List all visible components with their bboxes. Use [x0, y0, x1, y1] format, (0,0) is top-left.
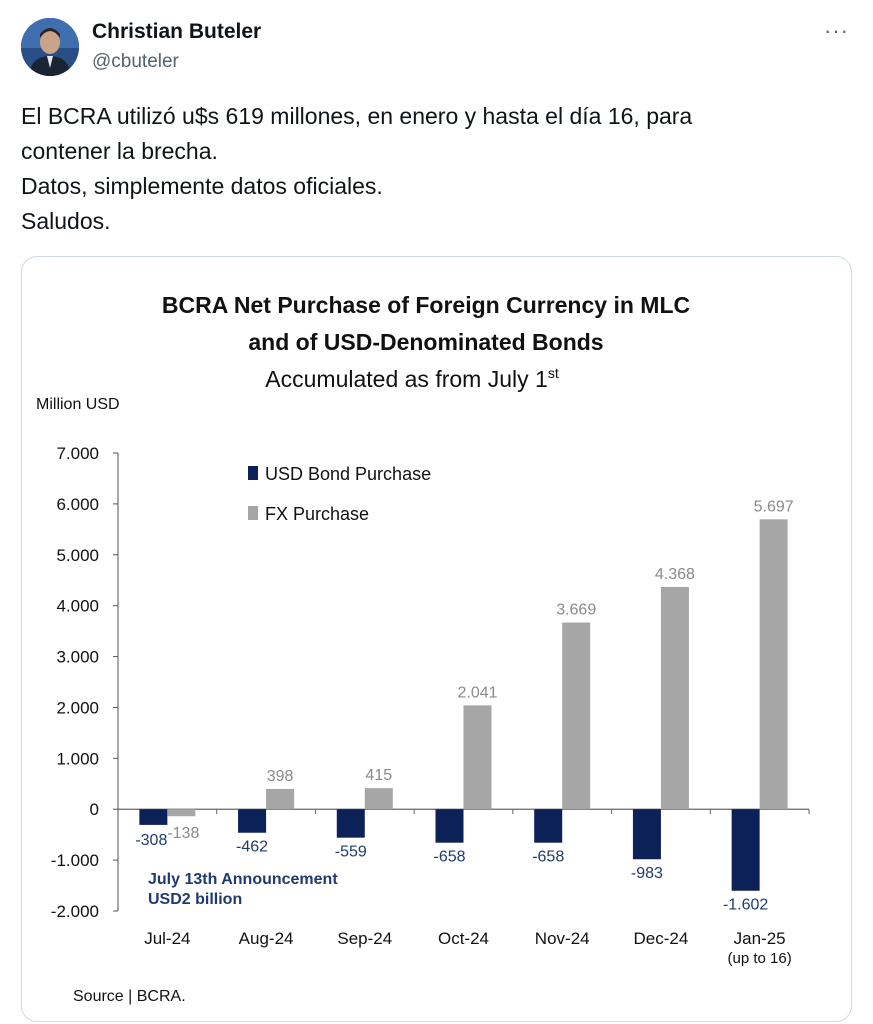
x-tick-label: Nov-24 [535, 929, 590, 948]
chart-title-line-2: and of USD-Denominated Bonds [248, 329, 603, 355]
bar-fx-purchase [759, 519, 788, 810]
legend-swatch-bond [248, 466, 258, 480]
y-tick-label: 1.000 [56, 749, 99, 768]
y-tick-label: 5.000 [56, 546, 99, 565]
legend-label-fx: FX Purchase [265, 504, 369, 524]
y-tick-label: 0 [90, 800, 99, 819]
x-tick-label: Oct-24 [438, 929, 489, 948]
data-label-usd-bond: -983 [631, 865, 663, 882]
user-avatar-photo-icon [21, 18, 79, 76]
data-label-fx-purchase: 3.669 [556, 602, 596, 619]
tweet-line: Saludos. [21, 208, 111, 234]
bar-usd-bond [632, 809, 661, 860]
bar-chart: BCRA Net Purchase of Foreign Currency in… [36, 292, 810, 1005]
y-tick-label: 7.000 [56, 444, 99, 463]
chart-source: Source | BCRA. [73, 988, 186, 1005]
data-label-usd-bond: -1.602 [723, 897, 768, 914]
legend-swatch-fx [248, 506, 258, 520]
y-tick-label: -2.000 [51, 902, 99, 921]
avatar[interactable] [21, 18, 79, 76]
bar-usd-bond [139, 809, 168, 825]
y-tick-label: 2.000 [56, 698, 99, 717]
chart-subtitle-sup: st [548, 365, 559, 381]
data-label-usd-bond: -308 [135, 832, 167, 849]
bar-fx-purchase [562, 622, 591, 810]
tweet-line: Datos, simplemente datos oficiales. [21, 173, 383, 199]
chart-image-card[interactable]: BCRA Net Purchase of Foreign Currency in… [21, 256, 852, 1022]
bar-fx-purchase [364, 788, 393, 810]
y-tick-label: -1.000 [51, 851, 99, 870]
tweet-line: contener la brecha. [21, 138, 218, 164]
data-label-fx-purchase: 398 [267, 768, 294, 785]
y-tick-label: 3.000 [56, 648, 99, 667]
legend-label-bond: USD Bond Purchase [265, 464, 431, 484]
bar-usd-bond [731, 809, 760, 891]
bar-fx-purchase [660, 586, 689, 810]
x-tick-label: Jan-25 [734, 929, 786, 948]
data-label-fx-purchase: 415 [365, 767, 392, 784]
data-label-usd-bond: -559 [335, 844, 367, 861]
x-tick-label: Aug-24 [239, 929, 294, 948]
chart-title-line-1: BCRA Net Purchase of Foreign Currency in… [162, 292, 690, 318]
data-label-fx-purchase: 5.697 [754, 498, 794, 515]
bar-usd-bond [336, 809, 365, 838]
author-name[interactable]: Christian Buteler [92, 20, 262, 43]
bar-usd-bond [534, 809, 563, 843]
y-tick-label: 6.000 [56, 495, 99, 514]
bar-fx-purchase [266, 788, 295, 810]
x-tick-label: Jul-24 [144, 929, 190, 948]
annotation-line-2: USD2 billion [148, 891, 242, 908]
author-handle[interactable]: @cbuteler [92, 51, 179, 72]
data-label-usd-bond: -462 [236, 839, 268, 856]
bar-fx-purchase [463, 705, 492, 810]
chart-subtitle: Accumulated as from July 1st [265, 365, 559, 392]
tweet-line: El BCRA utilizó u$s 619 millones, en ene… [21, 103, 693, 129]
y-axis-label: Million USD [36, 396, 120, 413]
tweet-text: El BCRA utilizó u$s 619 millones, en ene… [21, 99, 841, 239]
more-options-icon[interactable]: ··· [824, 18, 849, 43]
annotation-line-1: July 13th Announcement [148, 871, 338, 888]
x-tick-label: Dec-24 [634, 929, 689, 948]
bar-usd-bond [238, 809, 267, 833]
data-label-fx-purchase: 4.368 [655, 566, 695, 583]
data-label-fx-purchase: -138 [167, 825, 199, 842]
data-label-fx-purchase: 2.041 [457, 684, 497, 701]
x-tick-label: Sep-24 [337, 929, 392, 948]
x-tick-note: (up to 16) [728, 950, 792, 967]
data-label-usd-bond: -658 [532, 849, 564, 866]
bar-usd-bond [435, 809, 464, 843]
y-tick-label: 4.000 [56, 597, 99, 616]
data-label-usd-bond: -658 [433, 849, 465, 866]
bar-fx-purchase [167, 809, 196, 817]
chart-subtitle-main: Accumulated as from July 1 [265, 366, 548, 392]
